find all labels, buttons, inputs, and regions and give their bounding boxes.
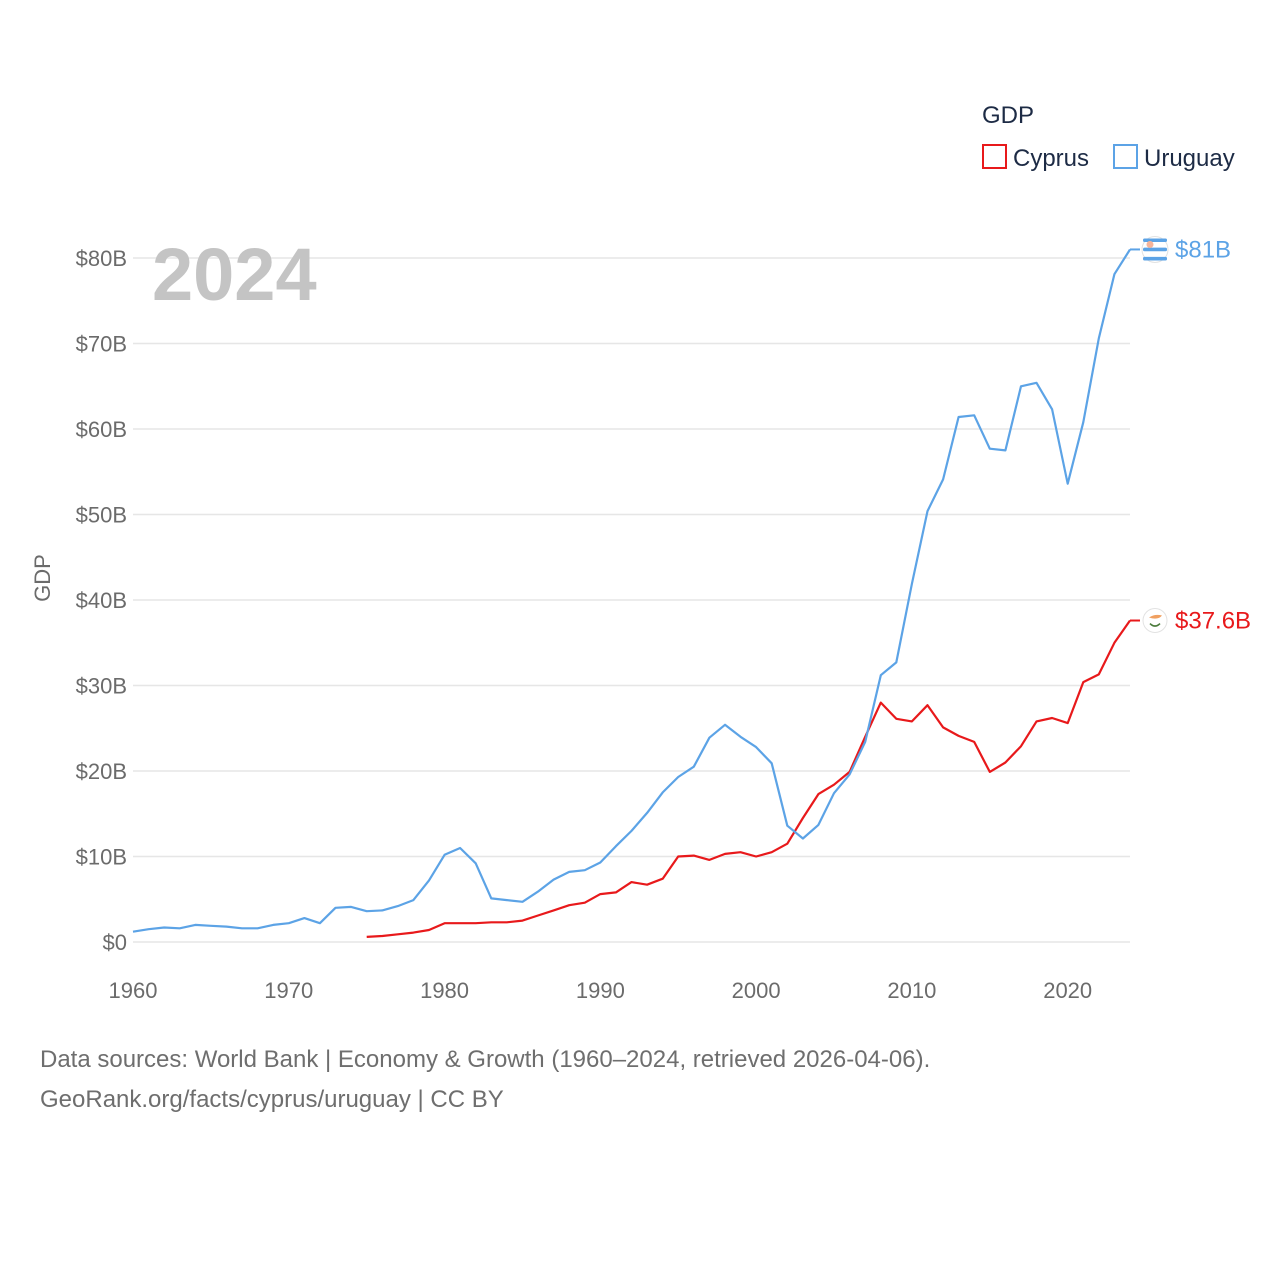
y-tick-label: $50B [76, 503, 127, 528]
y-tick-label: $0 [103, 930, 127, 955]
legend-swatch-uruguay [1113, 144, 1138, 169]
uruguay-line [132, 248, 1131, 933]
x-tick-label: 2010 [887, 978, 936, 1003]
y-tick-label: $20B [76, 759, 127, 784]
gdp-line-chart: $0$10B$20B$30B$40B$50B$60B$70B$80B 1960 1… [30, 102, 1251, 1003]
legend-title: GDP [982, 102, 1034, 129]
x-tick-label: 1960 [109, 978, 158, 1003]
x-tick-label: 2000 [732, 978, 781, 1003]
y-tick-label: $70B [76, 332, 127, 357]
series-lines [132, 248, 1131, 938]
cyprus-end-label: $37.6B [1175, 608, 1251, 635]
x-tick-label: 2020 [1043, 978, 1092, 1003]
y-tick-label: $80B [76, 246, 127, 271]
x-tick-label: 1980 [420, 978, 469, 1003]
y-axis-title: GDP [30, 554, 55, 602]
y-tick-label: $10B [76, 845, 127, 870]
series-end-markers: $37.6B $81B [1130, 235, 1251, 635]
legend-label-cyprus: Cyprus [1013, 145, 1089, 172]
legend-label-uruguay: Uruguay [1144, 145, 1235, 172]
y-tick-label: $30B [76, 674, 127, 699]
legend: GDP Cyprus Uruguay [982, 102, 1235, 172]
legend-item-cyprus[interactable]: Cyprus [982, 144, 1089, 172]
uruguay-flag-icon [1141, 235, 1169, 263]
x-tick-label: 1990 [576, 978, 625, 1003]
gridlines [133, 257, 1130, 943]
y-axis-ticks: $0 $10B $20B $30B $40B $50B $60B $70B $80B [76, 246, 127, 955]
y-tick-label: $40B [76, 588, 127, 613]
cyprus-flag-icon [1142, 608, 1168, 634]
legend-swatch-cyprus [982, 144, 1007, 169]
legend-item-uruguay[interactable]: Uruguay [1113, 144, 1235, 172]
cyprus-line [366, 619, 1131, 938]
attribution-link[interactable]: GeoRank.org/facts/cyprus/uruguay | CC BY [40, 1086, 504, 1113]
x-axis-ticks: 1960 1970 1980 1990 2000 2010 2020 [109, 978, 1093, 1003]
year-label: 2024 [152, 233, 317, 316]
footer: Data sources: World Bank | Economy & Gro… [40, 1040, 930, 1120]
y-tick-label: $60B [76, 417, 127, 442]
x-tick-label: 1970 [264, 978, 313, 1003]
uruguay-end-label: $81B [1175, 236, 1231, 263]
data-sources-text: Data sources: World Bank | Economy & Gro… [40, 1046, 931, 1073]
